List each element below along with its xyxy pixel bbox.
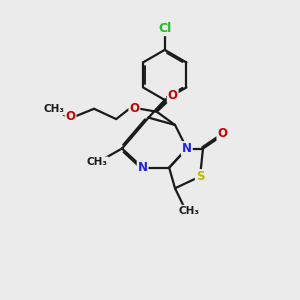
Text: CH₃: CH₃ bbox=[87, 158, 108, 167]
Text: N: N bbox=[138, 161, 148, 174]
Text: N: N bbox=[182, 142, 192, 155]
Text: O: O bbox=[65, 110, 76, 123]
Text: O: O bbox=[218, 127, 227, 140]
Text: O: O bbox=[129, 102, 140, 115]
Text: Cl: Cl bbox=[158, 22, 171, 35]
Text: O: O bbox=[168, 89, 178, 102]
Text: CH₃: CH₃ bbox=[43, 104, 64, 114]
Text: CH₃: CH₃ bbox=[178, 206, 199, 216]
Text: S: S bbox=[196, 170, 204, 183]
